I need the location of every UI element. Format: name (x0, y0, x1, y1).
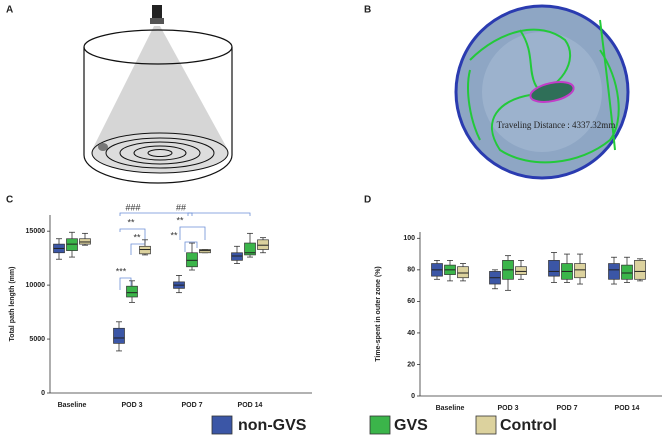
panel-label: C (6, 195, 13, 206)
significance-brackets (119, 212, 251, 290)
significance-label: ## (176, 202, 186, 212)
x-tick-label: POD 14 (238, 402, 263, 409)
legend-swatch (369, 415, 391, 435)
significance-label: ### (125, 202, 140, 212)
significance-label: ** (170, 230, 178, 240)
x-tick-label: Baseline (58, 402, 87, 409)
significance-label: ** (127, 217, 135, 227)
y-tick-label: 40 (407, 330, 415, 337)
panel-label: B (364, 5, 371, 16)
y-tick-label: 15000 (26, 228, 46, 235)
significance-label: *** (116, 266, 127, 276)
box (244, 242, 256, 256)
box (199, 249, 211, 254)
y-tick-label: 100 (403, 235, 415, 242)
box (66, 238, 78, 251)
box (515, 266, 527, 275)
x-tick-label: POD 3 (121, 402, 142, 409)
x-tick-label: POD 3 (497, 405, 518, 412)
y-tick-label: 5000 (29, 336, 45, 343)
y-tick-label: 60 (407, 298, 415, 305)
panel-label: D (364, 195, 371, 206)
x-tick-label: POD 7 (556, 405, 577, 412)
box (126, 285, 138, 298)
y-tick-label: 10000 (26, 282, 46, 289)
legend-label: Control (500, 417, 557, 434)
y-axis-label: Total path length (mm) (9, 267, 16, 342)
legend-label: non-GVS (238, 417, 307, 434)
box (574, 263, 586, 279)
legend-swatch (475, 415, 497, 435)
y-tick-label: 0 (411, 393, 415, 400)
x-tick-label: Baseline (436, 405, 465, 412)
y-tick-label: 80 (407, 267, 415, 274)
tracking-image: Traveling Distance : 4337.32mm (454, 4, 630, 180)
significance-label: ** (176, 215, 184, 225)
y-tick-label: 0 (41, 390, 45, 397)
box (79, 238, 91, 245)
apparatus-illustration (83, 5, 233, 184)
x-tick-label: POD 14 (615, 405, 640, 412)
legend-swatch (211, 415, 233, 435)
panel-label: A (6, 5, 13, 16)
box (548, 260, 560, 277)
y-axis-label: Time-spent in outer zone (%) (375, 266, 382, 362)
box (608, 263, 620, 280)
box (231, 252, 243, 261)
box (113, 327, 125, 344)
traveling-distance: Traveling Distance : 4337.32mm (497, 120, 616, 130)
box (457, 266, 469, 279)
legend-label: GVS (394, 417, 428, 434)
significance-label: ** (133, 232, 141, 242)
box (621, 264, 633, 280)
x-tick-label: POD 7 (181, 402, 202, 409)
y-tick-label: 20 (407, 361, 415, 368)
box (186, 252, 198, 268)
box (257, 239, 269, 250)
box (139, 245, 151, 255)
box (634, 260, 646, 280)
